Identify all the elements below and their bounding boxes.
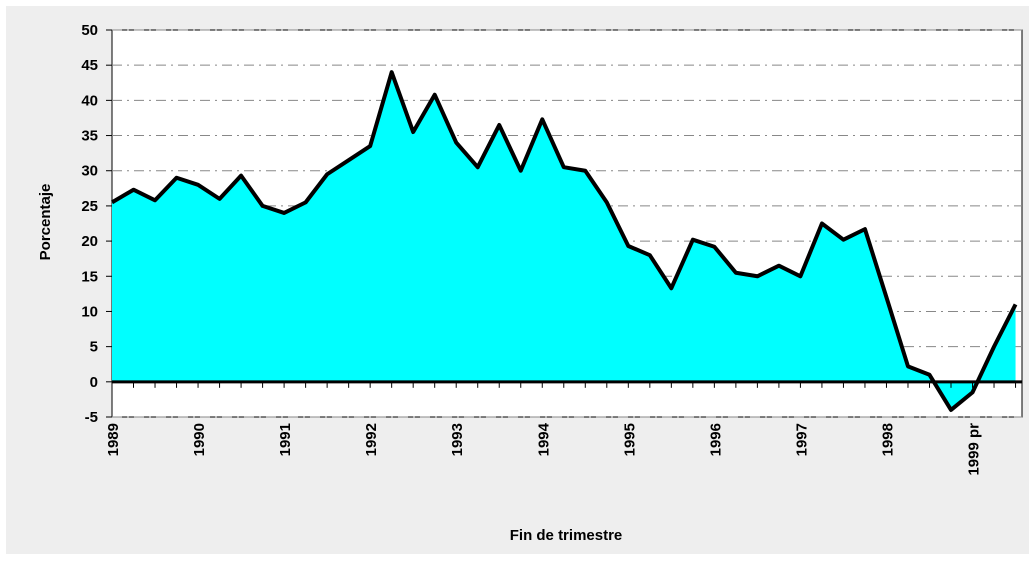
x-tick-label: 1992 [363,423,380,456]
y-tick-label: 20 [81,233,98,250]
x-tick-label: 1990 [191,423,208,456]
x-tick-label: 1998 [879,423,896,456]
x-tick-label: 1993 [449,423,466,456]
area [112,72,1016,410]
y-tick-label: 10 [81,303,98,320]
x-tick-label: 1996 [707,423,724,456]
y-tick-label: 40 [81,92,98,109]
x-tick-label: 1997 [793,423,810,456]
x-axis-label: Fin de trimestre [510,527,623,544]
y-tick-label: 15 [81,268,98,285]
y-tick-label: 50 [81,22,98,39]
y-tick-label: 45 [81,57,98,74]
y-axis-label: Porcentaje [37,184,54,261]
y-tick-label: 5 [90,339,98,356]
x-tick-label: 1994 [535,422,552,456]
x-tick-label: 1995 [621,423,638,456]
x-tick-label: 1999 pr [966,423,983,476]
y-tick-label: 35 [81,128,98,145]
y-tick-label: -5 [85,409,98,426]
x-tick-label: 1991 [277,423,294,456]
line [110,70,1018,412]
y-tick-label: 25 [81,198,98,215]
y-tick-label: 0 [90,374,98,391]
x-tick-label: 1989 [105,423,122,456]
y-tick-label: 30 [81,163,98,180]
